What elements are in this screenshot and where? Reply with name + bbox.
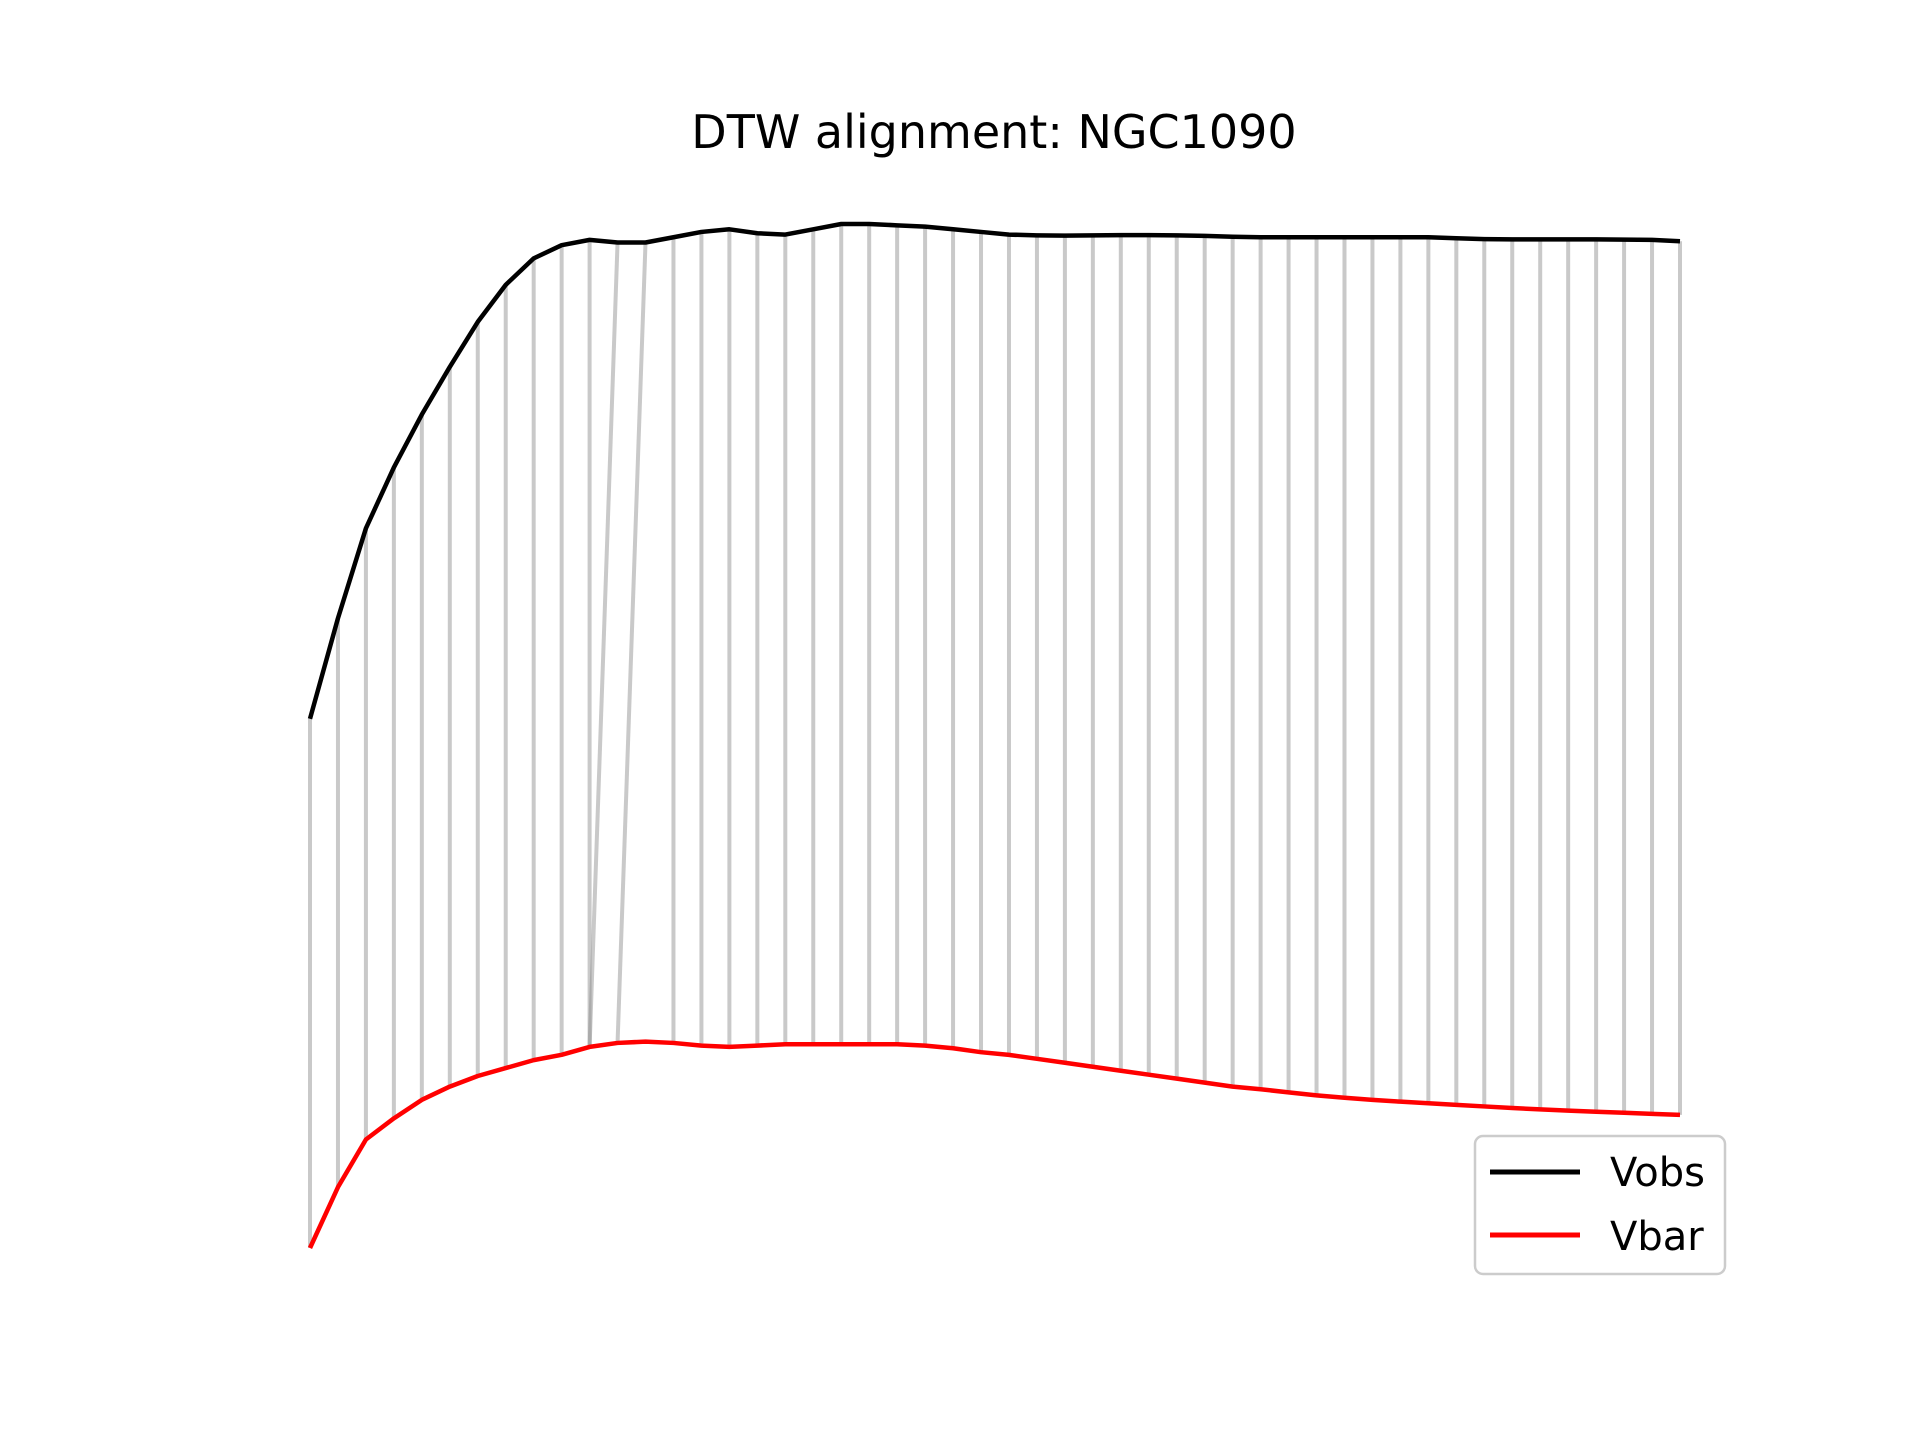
alignment-lines: [308, 224, 1682, 1248]
alignment-line: [615, 242, 648, 1044]
legend-label-vbar: Vbar: [1610, 1214, 1704, 1260]
legend: Vobs Vbar: [1473, 1134, 1727, 1276]
chart-title: DTW alignment: NGC1090: [691, 105, 1296, 159]
legend-label-vobs: Vobs: [1610, 1150, 1705, 1196]
series-lines: [307, 221, 1681, 1249]
series-line-vobs: [307, 221, 1681, 720]
series-line-vbar: [307, 1039, 1681, 1249]
alignment-line: [587, 242, 620, 1047]
